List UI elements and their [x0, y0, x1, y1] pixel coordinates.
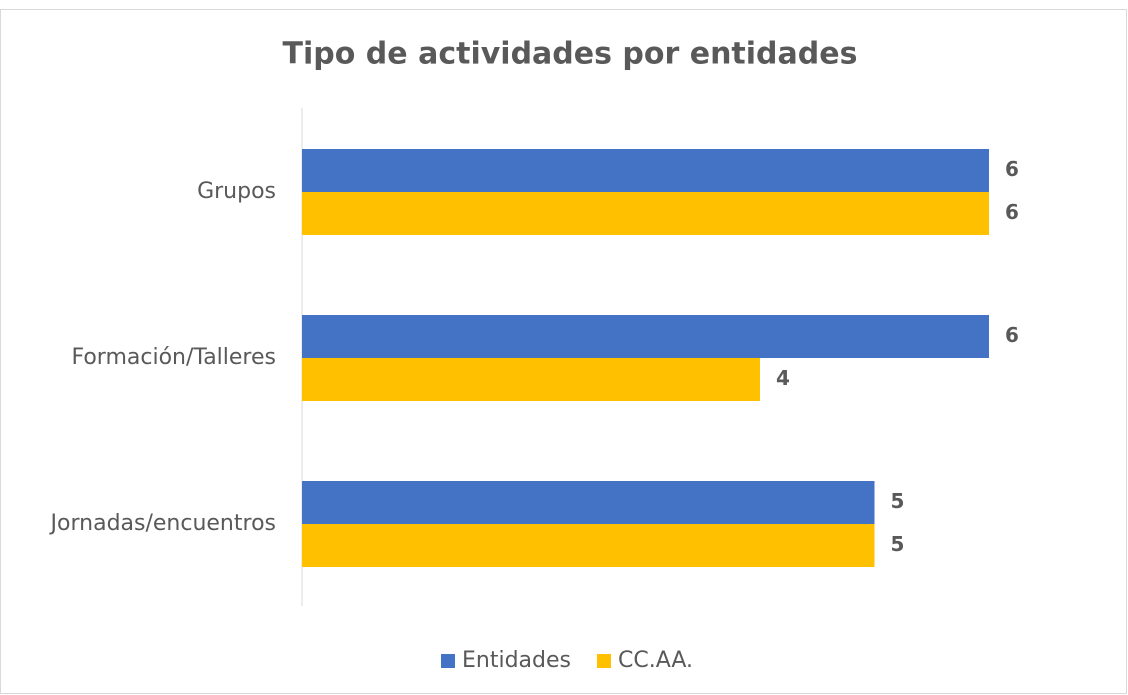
- data-label: 5: [891, 532, 905, 556]
- bar: [302, 481, 875, 524]
- data-label: 4: [776, 366, 790, 390]
- y-tick-label: Formación/Talleres: [71, 345, 276, 370]
- legend-label: Entidades: [462, 648, 571, 673]
- legend-label: CC.AA.: [618, 648, 693, 673]
- data-label: 6: [1005, 200, 1019, 224]
- legend-swatch: [597, 654, 611, 668]
- bar: [302, 524, 875, 567]
- data-label: 5: [891, 489, 905, 513]
- data-label: 6: [1005, 323, 1019, 347]
- bar: [302, 149, 989, 192]
- y-tick-label: Jornadas/encuentros: [49, 511, 276, 536]
- bar: [302, 192, 989, 235]
- chart-title: Tipo de actividades por entidades: [283, 37, 858, 72]
- data-label: 6: [1005, 157, 1019, 181]
- bar: [302, 358, 760, 401]
- y-tick-label: Grupos: [197, 179, 276, 204]
- legend-swatch: [441, 654, 455, 668]
- bar: [302, 315, 989, 358]
